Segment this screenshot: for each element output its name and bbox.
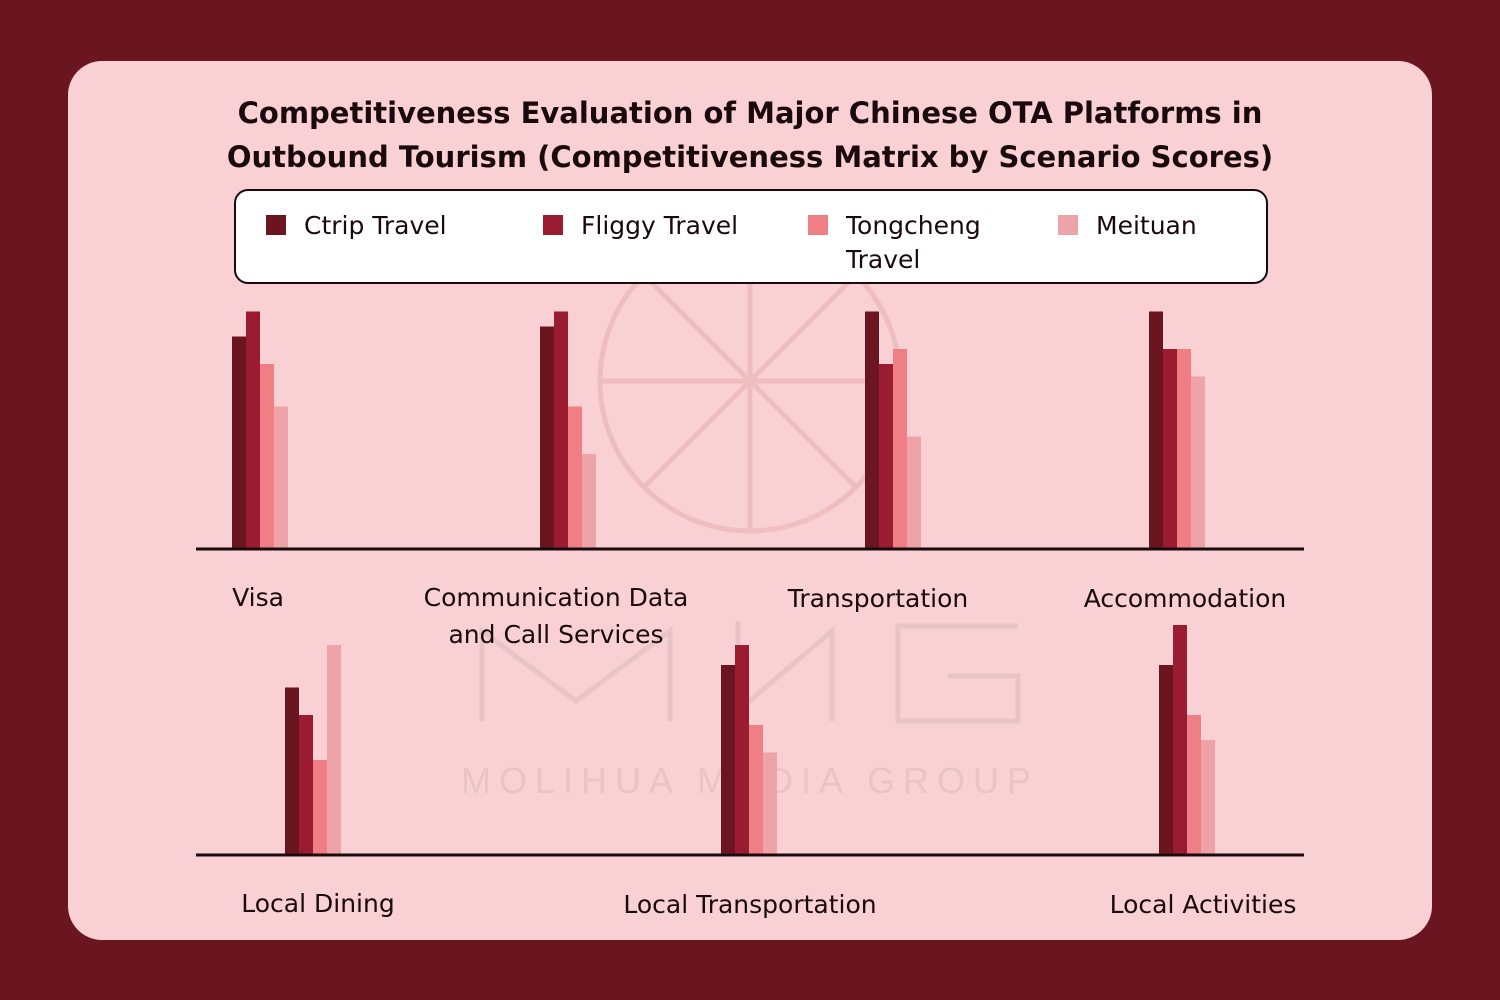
bar-3-0 (1149, 311, 1163, 549)
bar-3-3 (1191, 376, 1205, 549)
category-label-local-transportation: Local Transportation (623, 890, 877, 919)
bar-1-0 (540, 326, 554, 549)
bar-6-1 (1173, 625, 1187, 855)
bar-3-2 (1177, 349, 1191, 549)
bar-5-0 (721, 665, 735, 855)
legend-label-tongcheng: Tongcheng Travel (846, 211, 981, 274)
bar-4-0 (285, 687, 299, 855)
legend-label-ctrip: Ctrip Travel (304, 211, 447, 240)
bar-6-0 (1159, 665, 1173, 855)
bar-5-3 (763, 752, 777, 855)
bar-4-2 (313, 760, 327, 855)
category-label-local-dining: Local Dining (241, 889, 395, 918)
legend-swatch-meituan (1058, 215, 1078, 235)
bar-6-3 (1201, 740, 1215, 855)
category-label-local-activities: Local Activities (1109, 890, 1297, 919)
legend-label-fliggy: Fliggy Travel (581, 211, 739, 240)
category-label-transportation: Transportation (787, 584, 969, 613)
legend-label-meituan: Meituan (1096, 211, 1197, 240)
chart-card: MOLIHUA MEDIA GROUP Competitiveness Eval… (68, 61, 1432, 940)
bar-1-2 (568, 406, 582, 549)
bar-0-1 (246, 311, 260, 549)
bar-3-1 (1163, 349, 1177, 549)
category-label-visa: Visa (232, 583, 284, 612)
bar-4-1 (299, 715, 313, 855)
bar-0-3 (274, 406, 288, 549)
legend-swatch-ctrip (266, 215, 286, 235)
bar-5-2 (749, 725, 763, 855)
bar-6-2 (1187, 715, 1201, 855)
bar-1-1 (554, 311, 568, 549)
bar-2-1 (879, 364, 893, 549)
legend: Ctrip Travel Fliggy Travel Tongcheng Tra… (234, 189, 1268, 284)
bar-2-0 (865, 311, 879, 549)
bar-2-3 (907, 436, 921, 549)
bar-chart (196, 311, 1304, 857)
legend-swatch-fliggy (543, 215, 563, 235)
category-label-accommodation: Accommodation (1083, 584, 1287, 613)
bar-4-3 (327, 645, 341, 855)
bar-0-2 (260, 364, 274, 549)
category-label-communication: Communication Data and Call Services (423, 583, 689, 649)
bar-2-2 (893, 349, 907, 549)
bar-5-1 (735, 645, 749, 855)
legend-swatch-tongcheng (808, 215, 828, 235)
chart-title: Competitiveness Evaluation of Major Chin… (226, 96, 1274, 174)
bar-0-0 (232, 336, 246, 549)
bar-1-3 (582, 454, 596, 549)
